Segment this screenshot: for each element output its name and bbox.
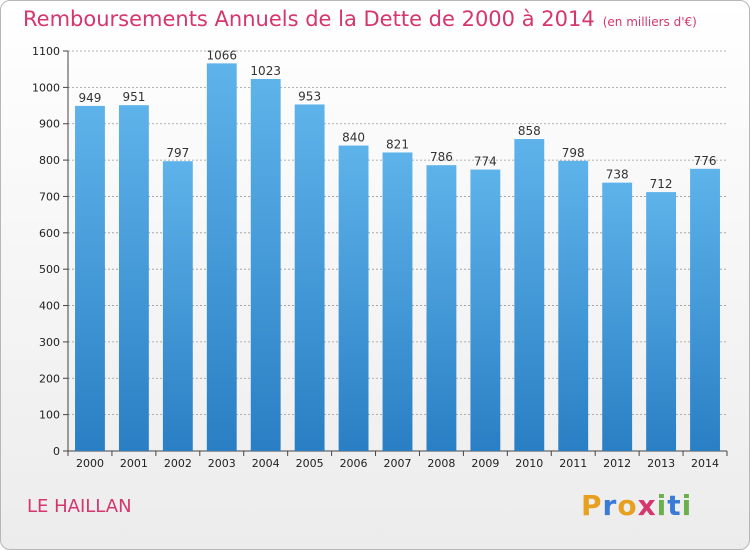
x-tick-label: 2001 xyxy=(120,457,148,470)
proxiti-logo: Proxiti xyxy=(581,489,692,522)
x-tick-label: 2007 xyxy=(384,457,412,470)
bar xyxy=(382,152,413,452)
bar-value-label: 774 xyxy=(474,155,497,169)
logo-letter: P xyxy=(581,489,603,522)
bar xyxy=(426,165,457,451)
bar xyxy=(514,139,545,451)
chart-unit: (en milliers d'€) xyxy=(602,15,697,29)
bar-value-label: 953 xyxy=(298,89,321,103)
bar xyxy=(206,63,237,451)
y-tick-label: 300 xyxy=(39,336,60,349)
y-tick-label: 1000 xyxy=(32,81,60,94)
x-tick-label: 2000 xyxy=(76,457,104,470)
bar-value-label: 797 xyxy=(166,146,189,160)
bar xyxy=(646,192,677,451)
logo-letter: r xyxy=(602,489,618,522)
x-tick-label: 2003 xyxy=(208,457,236,470)
logo-letter: x xyxy=(637,489,657,522)
logo-letter: t xyxy=(667,489,682,522)
bar xyxy=(75,105,105,451)
bar xyxy=(690,168,720,451)
bar-value-label: 786 xyxy=(430,150,453,164)
bar-value-label: 1023 xyxy=(250,64,281,78)
bar xyxy=(602,182,633,452)
x-tick-label: 2009 xyxy=(471,457,499,470)
y-tick-label: 900 xyxy=(39,118,60,131)
x-tick-label: 2014 xyxy=(691,457,719,470)
x-tick-label: 2011 xyxy=(559,457,587,470)
y-tick-label: 700 xyxy=(39,190,60,203)
x-tick-label: 2002 xyxy=(164,457,192,470)
logo-letter: o xyxy=(617,489,638,522)
bar xyxy=(162,161,193,451)
bar xyxy=(558,160,589,451)
bar-value-label: 798 xyxy=(562,146,585,160)
bar-value-label: 858 xyxy=(518,124,541,138)
bar xyxy=(294,104,325,452)
y-tick-label: 500 xyxy=(39,263,60,276)
bar-value-label: 949 xyxy=(79,91,102,105)
y-tick-label: 600 xyxy=(39,227,60,240)
x-tick-label: 2013 xyxy=(647,457,675,470)
y-tick-label: 1100 xyxy=(32,45,60,58)
bar xyxy=(118,105,149,451)
y-tick-label: 400 xyxy=(39,300,60,313)
x-tick-label: 2010 xyxy=(515,457,543,470)
bar-value-label: 821 xyxy=(386,137,409,151)
chart-title: Remboursements Annuels de la Dette de 20… xyxy=(23,7,697,31)
bar-value-label: 1066 xyxy=(206,48,237,62)
bar-value-label: 840 xyxy=(342,131,365,145)
y-tick-label: 800 xyxy=(39,154,60,167)
x-tick-label: 2004 xyxy=(252,457,280,470)
chart-title-text: Remboursements Annuels de la Dette de 20… xyxy=(23,7,595,31)
bar-value-label: 951 xyxy=(122,90,145,104)
logo-letter: i xyxy=(681,489,693,522)
x-tick-label: 2012 xyxy=(603,457,631,470)
bar-value-label: 776 xyxy=(694,154,717,168)
x-tick-label: 2008 xyxy=(427,457,455,470)
bar-value-label: 712 xyxy=(650,177,673,191)
bar xyxy=(470,169,501,451)
y-tick-label: 200 xyxy=(39,372,60,385)
x-tick-label: 2006 xyxy=(340,457,368,470)
x-tick-label: 2005 xyxy=(296,457,324,470)
logo-letter: i xyxy=(656,489,668,522)
commune-name: LE HAILLAN xyxy=(27,496,132,517)
bar xyxy=(250,79,281,451)
bar xyxy=(338,145,369,451)
y-tick-label: 0 xyxy=(53,445,60,458)
bar-value-label: 738 xyxy=(606,168,629,182)
y-tick-label: 100 xyxy=(39,409,60,422)
